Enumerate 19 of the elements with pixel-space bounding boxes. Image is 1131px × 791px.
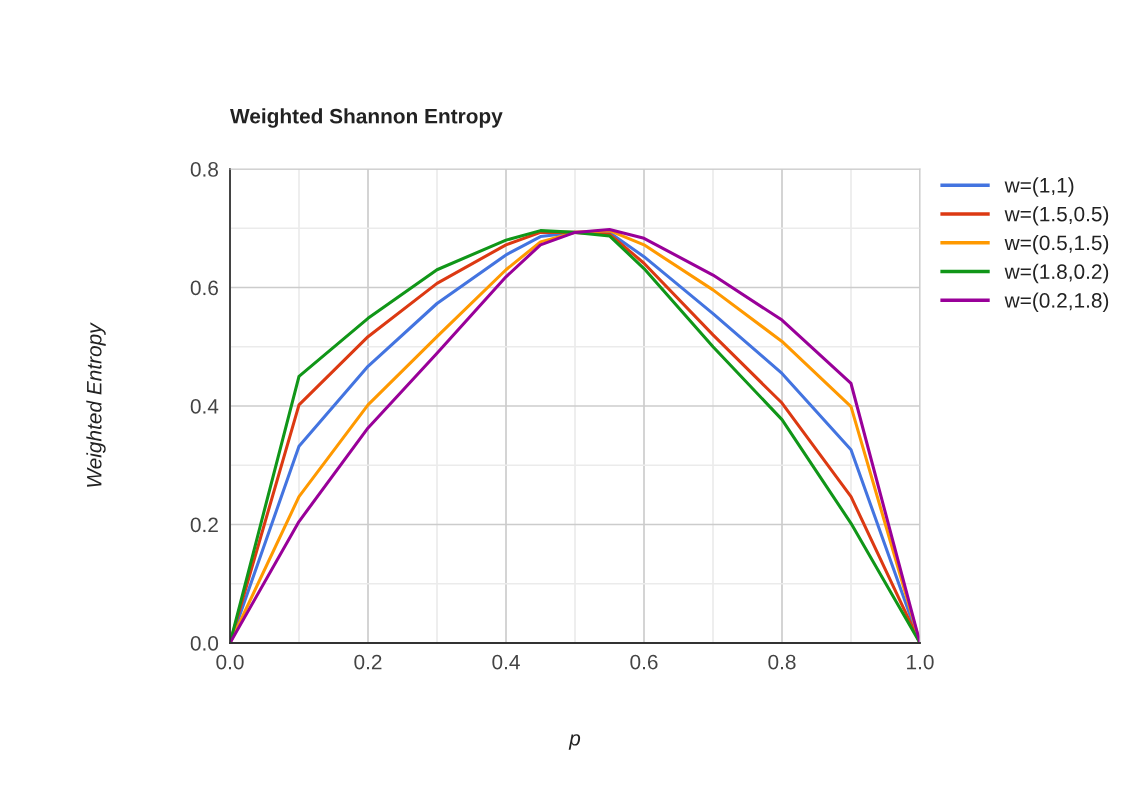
y-tick-label: 0.2 [190,517,218,533]
legend-label: w=(1.8,0.2) [1004,263,1109,284]
y-axis-title: Weighted Entropy [86,322,106,487]
x-tick-label: 0.0 [216,654,244,670]
legend-label: w=(0.5,1.5) [1004,234,1109,255]
y-tick-label: 0.0 [190,636,219,651]
y-tick-label: 0.4 [190,399,219,414]
x-tick-label: 0.2 [354,654,382,670]
x-tick-label: 0.4 [492,654,520,670]
legend-label: w=(1,1) [1004,177,1074,197]
x-tick-label: 0.8 [768,654,796,670]
y-tick-label: 0.8 [190,162,218,177]
x-tick-label: 0.6 [630,654,658,670]
legend-label: w=(0.2,1.8) [1004,292,1109,312]
legend-label: w=(1.5,0.5) [1004,206,1109,226]
x-tick-label: 1.0 [907,654,934,670]
chart-title: Weighted Shannon Entropy [230,108,503,128]
y-tick-label: 0.6 [190,280,218,296]
x-axis-title: p [568,734,581,750]
